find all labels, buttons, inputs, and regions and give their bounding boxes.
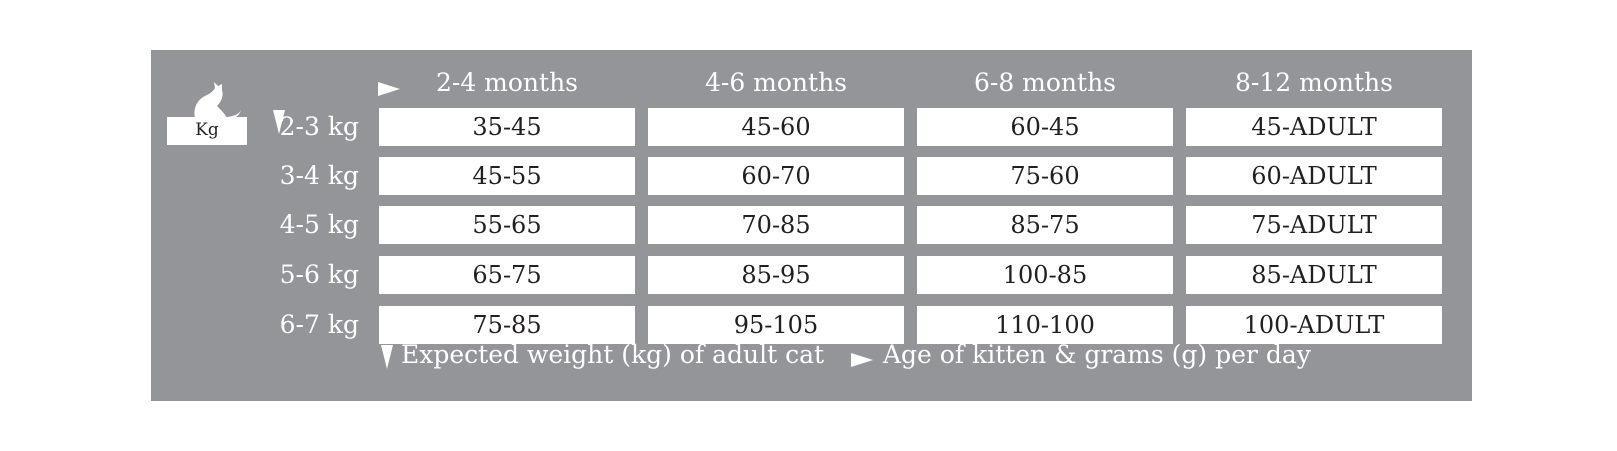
legend-weight-text: Expected weight (kg) of adult cat — [401, 340, 825, 369]
table-cell: 35-45 — [379, 108, 635, 146]
table-cell: 75-60 — [917, 157, 1173, 195]
table-cell: 85-95 — [648, 256, 904, 294]
table-cell: 60-70 — [648, 157, 904, 195]
row-label: 5-6 kg — [279, 260, 359, 289]
feeding-table-panel: Kg 2-4 months 4-6 months 6-8 months 8-12… — [151, 50, 1472, 401]
table-cell: 55-65 — [379, 206, 635, 244]
row-label: 6-7 kg — [279, 310, 359, 339]
table-cell: 75-85 — [379, 306, 635, 344]
table-cell: 85-75 — [917, 206, 1173, 244]
table-cell: 85-ADULT — [1186, 256, 1442, 294]
table-cell: 70-85 — [648, 206, 904, 244]
table-cell: 60-ADULT — [1186, 157, 1442, 195]
age-arrow-icon — [378, 82, 400, 96]
column-header: 6-8 months — [973, 68, 1117, 97]
cat-scale-logo: Kg — [167, 70, 247, 145]
table-cell: 100-85 — [917, 256, 1173, 294]
table-cell: 110-100 — [917, 306, 1173, 344]
table-cell: 45-60 — [648, 108, 904, 146]
table-cell: 45-55 — [379, 157, 635, 195]
legend-age-arrow-icon — [851, 353, 873, 367]
table-cell: 95-105 — [648, 306, 904, 344]
logo-kg-label: Kg — [195, 120, 219, 140]
row-label: 2-3 kg — [279, 112, 359, 141]
weight-arrow-icon — [273, 110, 285, 134]
table-cell: 65-75 — [379, 256, 635, 294]
row-label: 4-5 kg — [279, 210, 359, 239]
column-header: 8-12 months — [1235, 68, 1393, 97]
table-cell: 60-45 — [917, 108, 1173, 146]
table-cell: 45-ADULT — [1186, 108, 1442, 146]
column-header: 2-4 months — [435, 68, 579, 97]
column-header: 4-6 months — [704, 68, 848, 97]
table-cell: 75-ADULT — [1186, 206, 1442, 244]
cat-on-scale-icon — [167, 82, 247, 145]
legend-weight-arrow-icon — [381, 345, 393, 369]
row-label: 3-4 kg — [279, 161, 359, 190]
table-cell: 100-ADULT — [1186, 306, 1442, 344]
legend-age-text: Age of kitten & grams (g) per day — [883, 340, 1311, 369]
